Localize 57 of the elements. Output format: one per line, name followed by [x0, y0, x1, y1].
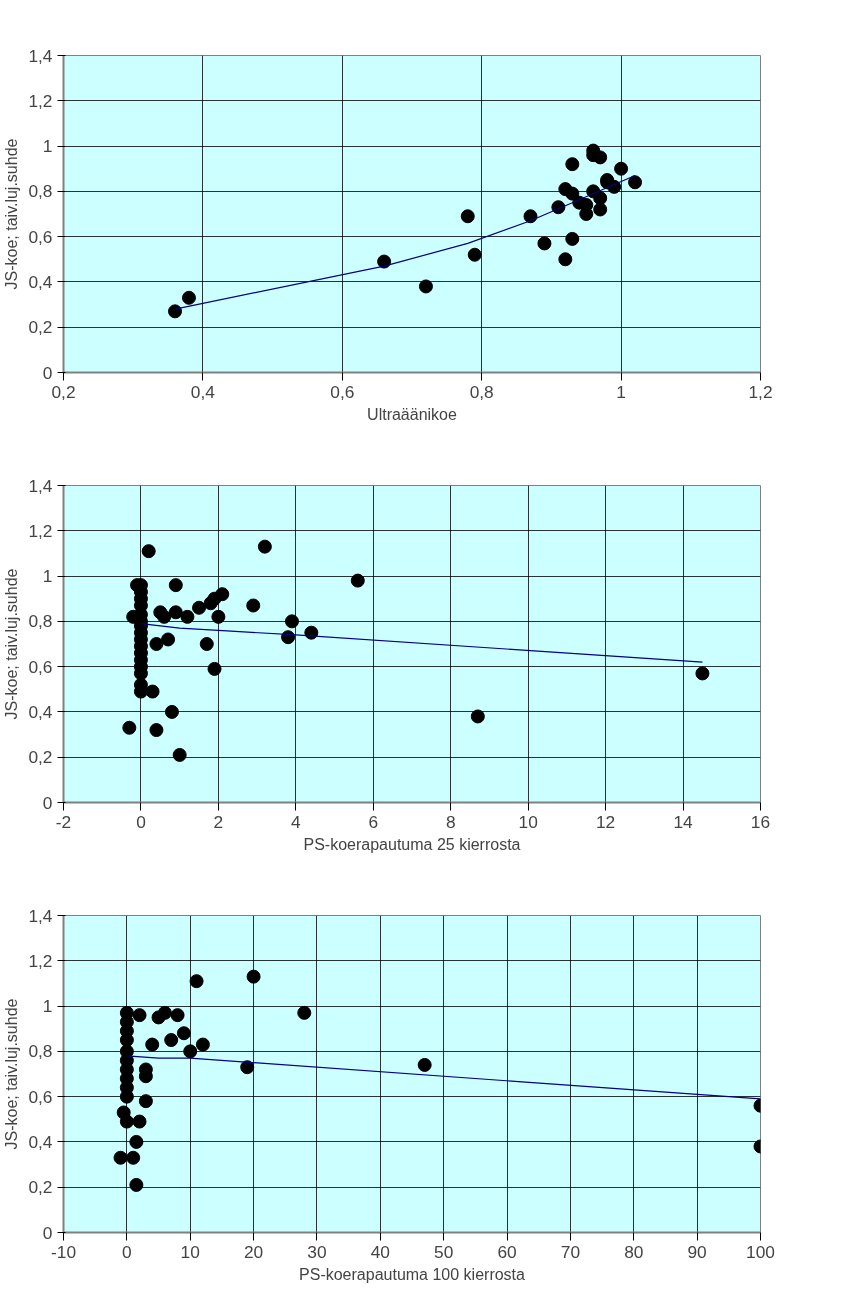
y-tick-label: 1,2 — [28, 520, 53, 541]
y-tick-label: 0,6 — [28, 226, 53, 247]
y-tick-label: 0,8 — [28, 1041, 53, 1062]
x-tick-label: 16 — [750, 811, 771, 832]
x-tick-label: 20 — [243, 1241, 264, 1262]
x-tick-label: 10 — [180, 1241, 200, 1262]
y-tick-label: 1,2 — [28, 90, 53, 111]
x-tick-label: 1 — [616, 381, 626, 402]
y-tick-label: 0,4 — [28, 1131, 53, 1152]
x-axis-title: Ultraäänikoe — [367, 405, 458, 423]
y-tick-label: 1 — [42, 136, 53, 157]
x-tick-label: -10 — [50, 1241, 77, 1262]
y-tick-label: 0 — [42, 792, 53, 813]
x-tick-label: 0 — [136, 811, 146, 832]
y-tick-label: 0,6 — [28, 656, 53, 677]
y-tick-label: 0,2 — [28, 747, 53, 768]
x-tick-label: 14 — [673, 811, 694, 832]
y-tick-label: 1 — [42, 996, 53, 1017]
x-tick-label: 0 — [122, 1241, 132, 1262]
y-tick-label: 1,2 — [28, 950, 53, 971]
x-tick-label: 0,6 — [330, 381, 355, 402]
y-tick-label: 0,4 — [28, 701, 53, 722]
x-tick-label: 90 — [687, 1241, 707, 1262]
x-tick-label: 50 — [434, 1241, 454, 1262]
x-tick-label: 60 — [497, 1241, 517, 1262]
y-tick-label: 1,4 — [28, 905, 53, 926]
x-tick-label: 0,4 — [190, 381, 216, 402]
x-tick-label: 6 — [368, 811, 379, 832]
x-tick-label: 80 — [624, 1241, 644, 1262]
y-tick-label: 0 — [42, 1222, 53, 1243]
x-tick-label: 10 — [518, 811, 538, 832]
x-tick-label: 40 — [370, 1241, 390, 1262]
x-tick-label: 8 — [445, 811, 456, 832]
x-tick-label: 70 — [560, 1241, 581, 1262]
y-tick-label: 0,8 — [28, 181, 53, 202]
y-tick-label: 1,4 — [28, 45, 53, 66]
x-tick-label: 2 — [213, 811, 224, 832]
x-axis-title: PS-koerapautuma 25 kierrosta — [303, 835, 521, 853]
y-tick-label: 0,6 — [28, 1086, 53, 1107]
y-tick-label: 0,8 — [28, 611, 53, 632]
y-axis-title: JS-koe; taiv.luj.suhde — [3, 998, 21, 1150]
y-tick-label: 0,2 — [28, 1177, 53, 1198]
y-tick-label: 0,2 — [28, 317, 53, 338]
x-axis-title: PS-koerapautuma 100 kierrosta — [299, 1265, 526, 1283]
y-tick-label: 1 — [42, 566, 53, 587]
y-axis-title: JS-koe; taiv.luj.suhde — [3, 138, 21, 290]
x-tick-label: 30 — [307, 1241, 327, 1262]
y-axis-title: JS-koe; taiv.luj.suhde — [3, 568, 21, 720]
y-tick-label: 0,4 — [28, 271, 53, 292]
y-tick-label: 0 — [42, 362, 53, 383]
x-tick-label: -2 — [55, 811, 72, 832]
x-tick-label: 100 — [746, 1241, 775, 1262]
x-tick-label: 0,8 — [469, 381, 494, 402]
x-tick-label: 1,2 — [748, 381, 773, 402]
y-tick-label: 1,4 — [28, 475, 53, 496]
x-tick-label: 4 — [291, 811, 302, 832]
x-tick-label: 12 — [595, 811, 616, 832]
